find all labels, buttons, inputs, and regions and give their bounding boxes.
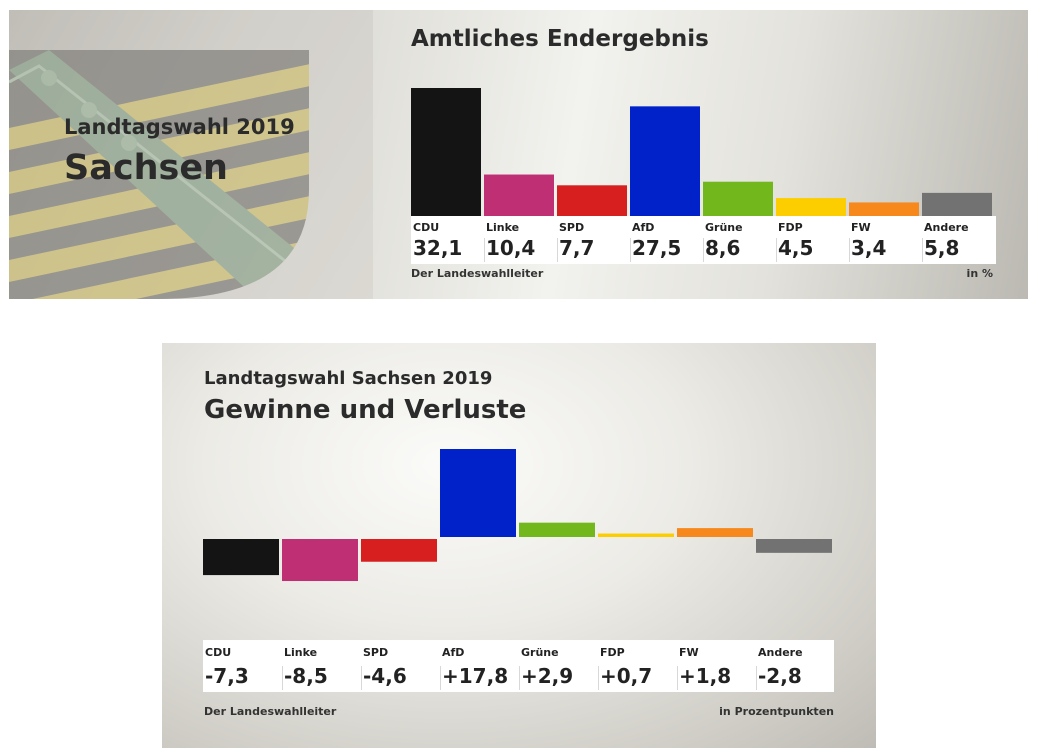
column-divider xyxy=(484,238,485,262)
change-bar-spd xyxy=(361,539,437,562)
title-area: Landtagswahl 2019 Sachsen xyxy=(9,10,373,299)
party-label: FW xyxy=(679,646,699,659)
column-divider xyxy=(440,666,441,690)
election-subtitle: Landtagswahl 2019 xyxy=(64,115,295,139)
cell-fw: FW 3,4 xyxy=(849,216,922,264)
bar-cdu xyxy=(411,88,481,216)
bar-linke xyxy=(484,174,554,216)
value-label: 8,6 xyxy=(705,236,741,260)
change-bar-fdp xyxy=(598,533,674,537)
cell-afd: AfD 27,5 xyxy=(630,216,703,264)
change-cell-spd: SPD -4,6 xyxy=(361,640,440,692)
party-label: AfD xyxy=(632,221,655,234)
column-divider xyxy=(776,238,777,262)
column-divider xyxy=(282,666,283,690)
result-chart-title: Amtliches Endergebnis xyxy=(411,26,709,52)
change-cell-afd: AfD +17,8 xyxy=(440,640,519,692)
result-source: Der Landeswahlleiter xyxy=(411,267,544,280)
party-label: Linke xyxy=(486,221,520,234)
party-label: FDP xyxy=(778,221,803,234)
value-label: 27,5 xyxy=(632,236,682,260)
change-chart-title: Gewinne und Verluste xyxy=(204,395,527,425)
change-value-label: +1,8 xyxy=(679,664,732,688)
change-cell-andere: Andere -2,8 xyxy=(756,640,835,692)
change-cell-cdu: CDU -7,3 xyxy=(203,640,282,692)
change-bar-gruene xyxy=(519,522,595,537)
party-label: FDP xyxy=(600,646,625,659)
column-divider xyxy=(630,238,631,262)
party-label: AfD xyxy=(442,646,465,659)
value-label: 7,7 xyxy=(559,236,595,260)
state-title: Sachsen xyxy=(64,148,228,188)
bar-andere xyxy=(922,192,992,216)
column-divider xyxy=(849,238,850,262)
party-label: CDU xyxy=(205,646,232,659)
column-divider xyxy=(703,238,704,262)
bar-gruene xyxy=(703,181,773,216)
column-divider xyxy=(519,666,520,690)
party-label: SPD xyxy=(363,646,389,659)
party-label: SPD xyxy=(559,221,585,234)
bar-spd xyxy=(557,185,627,216)
change-value-label: -7,3 xyxy=(205,664,249,688)
column-divider xyxy=(361,666,362,690)
party-label: FW xyxy=(851,221,871,234)
result-unit: in % xyxy=(966,267,993,280)
column-divider xyxy=(598,666,599,690)
bar-fw xyxy=(849,202,919,216)
change-value-table: CDU -7,3 Linke -8,5 SPD -4,6 AfD +17,8 Grüne +2,9… xyxy=(203,640,834,692)
change-unit: in Prozentpunkten xyxy=(719,705,834,718)
change-panel: Landtagswahl Sachsen 2019 Gewinne und Ve… xyxy=(162,343,876,748)
column-divider xyxy=(557,238,558,262)
value-label: 4,5 xyxy=(778,236,814,260)
cell-andere: Andere 5,8 xyxy=(922,216,995,264)
change-value-label: -2,8 xyxy=(758,664,802,688)
cell-spd: SPD 7,7 xyxy=(557,216,630,264)
value-label: 32,1 xyxy=(413,236,463,260)
party-label: Andere xyxy=(758,646,803,659)
cell-gruene: Grüne 8,6 xyxy=(703,216,776,264)
saxony-coat-of-arms xyxy=(9,10,373,299)
cell-cdu: CDU 32,1 xyxy=(411,216,484,264)
result-value-table: CDU 32,1 Linke 10,4 SPD 7,7 AfD 27,5 Grüne 8,6 FDP… xyxy=(411,216,996,264)
change-bar-cdu xyxy=(203,539,279,576)
column-divider xyxy=(756,666,757,690)
change-cell-gruene: Grüne +2,9 xyxy=(519,640,598,692)
party-label: Grüne xyxy=(521,646,559,659)
change-value-label: -4,6 xyxy=(363,664,407,688)
change-value-label: +17,8 xyxy=(442,664,509,688)
value-label: 3,4 xyxy=(851,236,887,260)
change-cell-fw: FW +1,8 xyxy=(677,640,756,692)
column-divider xyxy=(922,238,923,262)
change-cell-linke: Linke -8,5 xyxy=(282,640,361,692)
cell-linke: Linke 10,4 xyxy=(484,216,557,264)
bar-afd xyxy=(630,106,700,216)
change-value-label: +2,9 xyxy=(521,664,574,688)
value-label: 5,8 xyxy=(924,236,960,260)
change-bar-linke xyxy=(282,539,358,582)
result-panel: Landtagswahl 2019 Sachsen Amtliches Ende… xyxy=(9,10,1028,299)
value-label: 10,4 xyxy=(486,236,536,260)
party-label: CDU xyxy=(413,221,440,234)
change-bar-andere xyxy=(756,539,832,553)
change-bar-chart xyxy=(203,449,832,582)
change-bar-fw xyxy=(677,528,753,537)
cell-fdp: FDP 4,5 xyxy=(776,216,849,264)
change-chart-subtitle: Landtagswahl Sachsen 2019 xyxy=(204,368,493,389)
change-source: Der Landeswahlleiter xyxy=(204,705,337,718)
change-value-label: -8,5 xyxy=(284,664,328,688)
bar-fdp xyxy=(776,198,846,216)
result-bar-chart xyxy=(411,88,992,216)
change-bar-afd xyxy=(440,449,516,537)
party-label: Andere xyxy=(924,221,969,234)
change-value-label: +0,7 xyxy=(600,664,653,688)
party-label: Grüne xyxy=(705,221,743,234)
column-divider xyxy=(677,666,678,690)
party-label: Linke xyxy=(284,646,318,659)
change-cell-fdp: FDP +0,7 xyxy=(598,640,677,692)
